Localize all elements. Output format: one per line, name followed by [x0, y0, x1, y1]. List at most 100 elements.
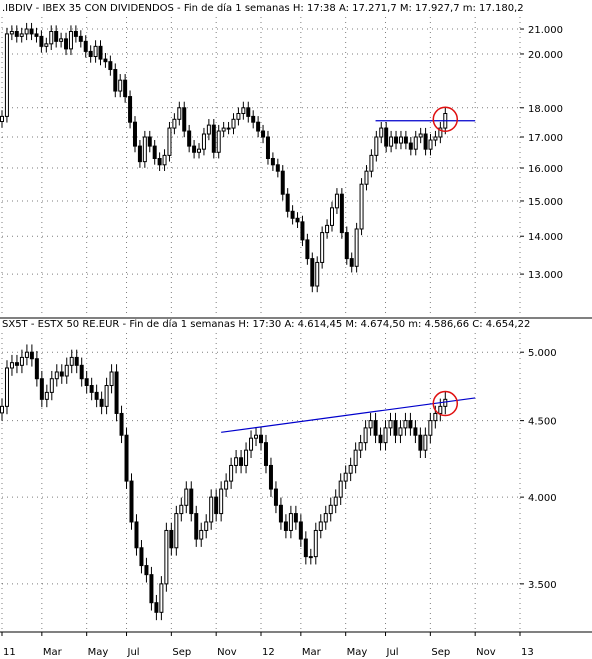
candle-body [24, 351, 29, 358]
candle-body [423, 133, 428, 150]
candle-body [34, 358, 39, 380]
candle-body [49, 378, 54, 393]
candle-body [68, 30, 73, 50]
candle-body [278, 504, 283, 523]
candle-body [14, 30, 19, 37]
candle-body [261, 130, 266, 138]
candle-body [123, 79, 128, 98]
candle-body [283, 521, 288, 531]
x-tick-label: Nov [217, 647, 237, 658]
candle-body [438, 127, 443, 138]
candle-body [74, 356, 79, 366]
candle-body [54, 30, 59, 42]
candle-body [177, 107, 182, 120]
candle-body [182, 107, 187, 132]
candle-body [408, 142, 413, 150]
candle-body [293, 513, 298, 523]
candle-body [9, 30, 14, 35]
candle-body [103, 58, 108, 63]
candle-body [64, 364, 69, 377]
candle-body [19, 33, 24, 37]
candle-body [295, 217, 300, 223]
candle-body [373, 420, 378, 436]
candle-body [129, 480, 134, 523]
candle-body [285, 193, 290, 212]
candle-body [251, 115, 256, 123]
candle-body [211, 124, 216, 153]
candle-body [384, 127, 389, 147]
candle-body [259, 434, 263, 444]
candle-body [99, 398, 104, 407]
candle-body [0, 115, 4, 123]
candle-body [403, 420, 408, 429]
candle-body [114, 371, 119, 414]
candle-body [246, 107, 251, 117]
candle-body [378, 434, 383, 444]
candle-body [408, 420, 413, 429]
y-tick-label: 3.500 [528, 580, 557, 591]
candle-body [78, 35, 83, 42]
x-tick-label: Jul [127, 647, 140, 658]
candle-body [88, 50, 93, 58]
candle-body [113, 69, 118, 92]
candle-body [348, 464, 353, 474]
candle-body [364, 170, 369, 185]
candle-body [290, 210, 295, 219]
candle-body [108, 61, 113, 71]
candle-body [433, 136, 438, 141]
candle-body [216, 130, 221, 153]
x-tick-label: Jul [386, 647, 399, 658]
candle-body [29, 351, 34, 360]
candle-body [413, 427, 418, 436]
candle-body [49, 30, 54, 45]
candle-body [428, 139, 433, 150]
candle-body [438, 405, 443, 414]
candle-body [134, 521, 139, 549]
candle-body [154, 602, 159, 613]
candle-body [152, 145, 157, 159]
panel1-title: .IBDIV - IBEX 35 CON DIVIDENDOS - Fin de… [2, 2, 524, 14]
candle-body [325, 224, 330, 234]
candle-body [398, 427, 403, 436]
candle-body [109, 371, 114, 387]
candle-body [192, 145, 197, 153]
y-tick-label: 5.000 [528, 348, 557, 359]
candle-body [128, 96, 133, 123]
x-tick-label: 12 [262, 647, 275, 658]
candle-body [241, 107, 246, 115]
candle-body [273, 488, 278, 506]
candle-body [353, 449, 358, 466]
candle-body [73, 30, 78, 37]
candle-body [393, 420, 398, 436]
candle-body [239, 457, 244, 466]
candle-body [214, 496, 219, 515]
candle-body [184, 488, 189, 506]
candle-body [29, 28, 34, 35]
candle-body [83, 40, 88, 52]
candle-body [167, 127, 172, 156]
candle-body [403, 136, 408, 144]
candle-body [149, 574, 154, 604]
candle-body [59, 38, 64, 42]
candle-body [418, 434, 423, 451]
candle-body [303, 538, 308, 558]
panel2-title: SX5T - ESTX 50 RE.EUR - Fin de día 1 sem… [2, 318, 530, 330]
chart-layer: 21.000 20.000 18.000 17.000 16.000 15.000 14.0… [0, 17, 592, 658]
candle-body [4, 33, 9, 117]
candle-body [330, 207, 335, 226]
candle-body [334, 193, 339, 209]
candle-body [315, 261, 320, 287]
candle-body [344, 232, 349, 260]
y-tick-label: 20.000 [528, 50, 563, 61]
candle-body [428, 420, 433, 436]
y-tick-label: 18.000 [528, 104, 563, 115]
candle-body [24, 28, 29, 35]
candle-body [94, 391, 99, 400]
candle-body [354, 228, 359, 267]
candle-body [256, 121, 261, 132]
candle-body [363, 427, 368, 444]
candle-body [54, 371, 59, 380]
x-tick-label: May [347, 647, 368, 658]
candle-body [119, 412, 124, 436]
